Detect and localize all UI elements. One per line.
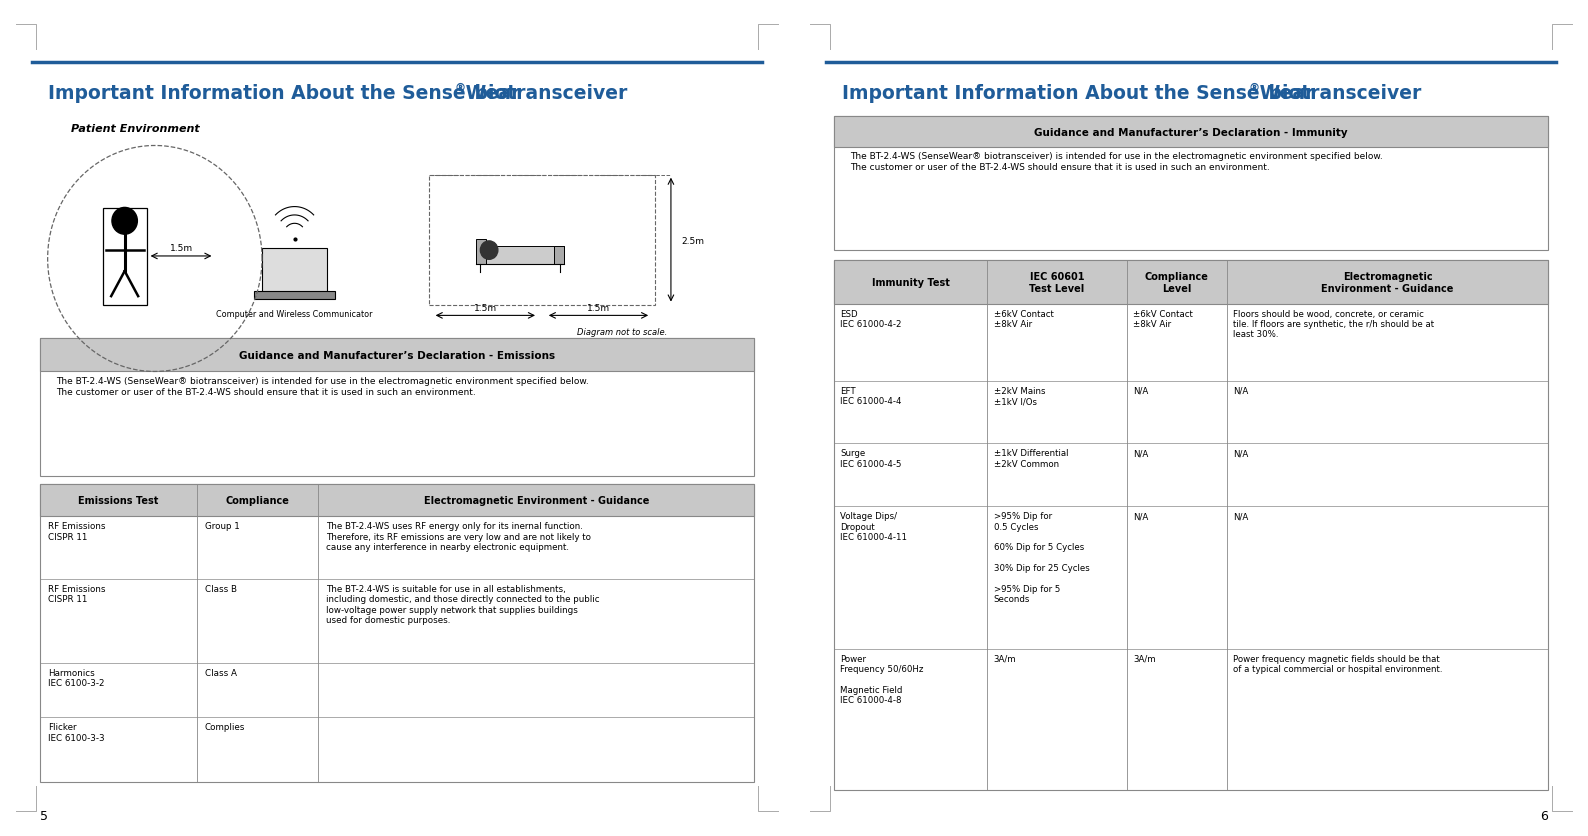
Text: N/A: N/A [1232,512,1248,521]
Bar [834,117,1548,251]
Text: Power
Frequency 50/60Hz

Magnetic Field
IEC 61000-4-8: Power Frequency 50/60Hz Magnetic Field I… [840,654,924,704]
Text: Surge
IEC 61000-4-5: Surge IEC 61000-4-5 [840,449,902,468]
Text: Guidance and Manufacturer’s Declaration - Emissions: Guidance and Manufacturer’s Declaration … [238,350,556,360]
Text: RF Emissions
CISPR 11: RF Emissions CISPR 11 [48,584,105,604]
Bar [40,485,754,517]
Text: 3A/m: 3A/m [1134,654,1156,663]
Text: biotransceiver: biotransceiver [1262,84,1421,103]
Text: Important Information About the SenseWear: Important Information About the SenseWea… [842,84,1313,103]
Text: Compliance: Compliance [225,496,289,506]
Text: Floors should be wood, concrete, or ceramic
tile. If floors are synthetic, the r: Floors should be wood, concrete, or cera… [1232,309,1434,339]
Text: The BT-2.4-WS uses RF energy only for its inernal function.
Therefore, its RF em: The BT-2.4-WS uses RF energy only for it… [327,522,591,552]
Text: Class B: Class B [205,584,237,594]
Text: Complies: Complies [205,722,245,732]
Bar [40,339,754,372]
Text: 1.5m: 1.5m [588,303,610,313]
Text: Power frequency magnetic fields should be that
of a typical commercial or hospit: Power frequency magnetic fields should b… [1232,654,1442,673]
Circle shape [480,242,497,260]
Text: 1.5m: 1.5m [170,243,192,252]
Text: Electromagnetic
Environment - Guidance: Electromagnetic Environment - Guidance [1321,272,1453,293]
Bar [834,261,1548,304]
Text: Immunity Test: Immunity Test [872,278,950,288]
Text: IEC 60601
Test Level: IEC 60601 Test Level [1029,272,1085,293]
Text: Computer and Wireless Communicator: Computer and Wireless Communicator [216,309,373,319]
Bar [40,485,754,782]
Bar [254,292,335,300]
Text: 3A/m: 3A/m [994,654,1016,663]
Text: Class A: Class A [205,668,237,677]
Text: Flicker
IEC 6100-3-3: Flicker IEC 6100-3-3 [48,722,105,742]
Bar [103,209,146,305]
Text: N/A: N/A [1232,386,1248,395]
Text: The BT-2.4-WS is suitable for use in all establishments,
including domestic, and: The BT-2.4-WS is suitable for use in all… [327,584,600,624]
Bar [834,261,1548,790]
Text: >95% Dip for
0.5 Cycles

60% Dip for 5 Cycles

30% Dip for 25 Cycles

>95% Dip f: >95% Dip for 0.5 Cycles 60% Dip for 5 Cy… [994,512,1089,604]
Text: Voltage Dips/
Dropout
IEC 61000-4-11: Voltage Dips/ Dropout IEC 61000-4-11 [840,512,907,542]
Text: 6: 6 [1540,808,1548,822]
Text: Harmonics
IEC 6100-3-2: Harmonics IEC 6100-3-2 [48,668,105,687]
Text: N/A: N/A [1134,386,1148,395]
Text: Emissions Test: Emissions Test [78,496,159,506]
Bar [476,247,564,265]
Text: N/A: N/A [1232,449,1248,458]
Circle shape [111,208,137,235]
Text: ±1kV Differential
±2kV Common: ±1kV Differential ±2kV Common [994,449,1069,468]
Text: Electromagnetic Environment - Guidance: Electromagnetic Environment - Guidance [424,496,649,506]
Text: EFT
IEC 61000-4-4: EFT IEC 61000-4-4 [840,386,902,405]
Text: N/A: N/A [1134,512,1148,521]
Text: ±6kV Contact
±8kV Air: ±6kV Contact ±8kV Air [1134,309,1193,329]
Text: ±6kV Contact
±8kV Air: ±6kV Contact ±8kV Air [994,309,1053,329]
Text: 2.5m: 2.5m [681,237,703,245]
Text: The BT-2.4-WS (SenseWear® biotransceiver) is intended for use in the electromagn: The BT-2.4-WS (SenseWear® biotransceiver… [56,377,588,396]
Text: biotransceiver: biotransceiver [468,84,627,103]
Text: ®: ® [454,83,467,93]
Text: 1.5m: 1.5m [473,303,497,313]
Bar [554,247,564,265]
Text: ESD
IEC 61000-4-2: ESD IEC 61000-4-2 [840,309,902,329]
Text: 5: 5 [40,808,48,822]
Text: Patient Environment: Patient Environment [71,124,200,134]
Text: ±2kV Mains
±1kV I/Os: ±2kV Mains ±1kV I/Os [994,386,1045,405]
Text: Group 1: Group 1 [205,522,240,531]
Bar [834,117,1548,148]
Text: Compliance
Level: Compliance Level [1145,272,1208,293]
Bar [40,339,754,477]
Text: ®: ® [1248,83,1261,93]
Text: The BT-2.4-WS (SenseWear® biotransceiver) is intended for use in the electromagn: The BT-2.4-WS (SenseWear® biotransceiver… [850,152,1382,171]
Text: RF Emissions
CISPR 11: RF Emissions CISPR 11 [48,522,105,541]
Text: Important Information About the SenseWear: Important Information About the SenseWea… [48,84,519,103]
Text: Diagram not to scale.: Diagram not to scale. [576,328,667,337]
Bar [429,176,654,305]
Text: N/A: N/A [1134,449,1148,458]
Text: Guidance and Manufacturer’s Declaration - Immunity: Guidance and Manufacturer’s Declaration … [1034,127,1348,137]
Bar [262,249,327,293]
Bar [476,240,486,265]
